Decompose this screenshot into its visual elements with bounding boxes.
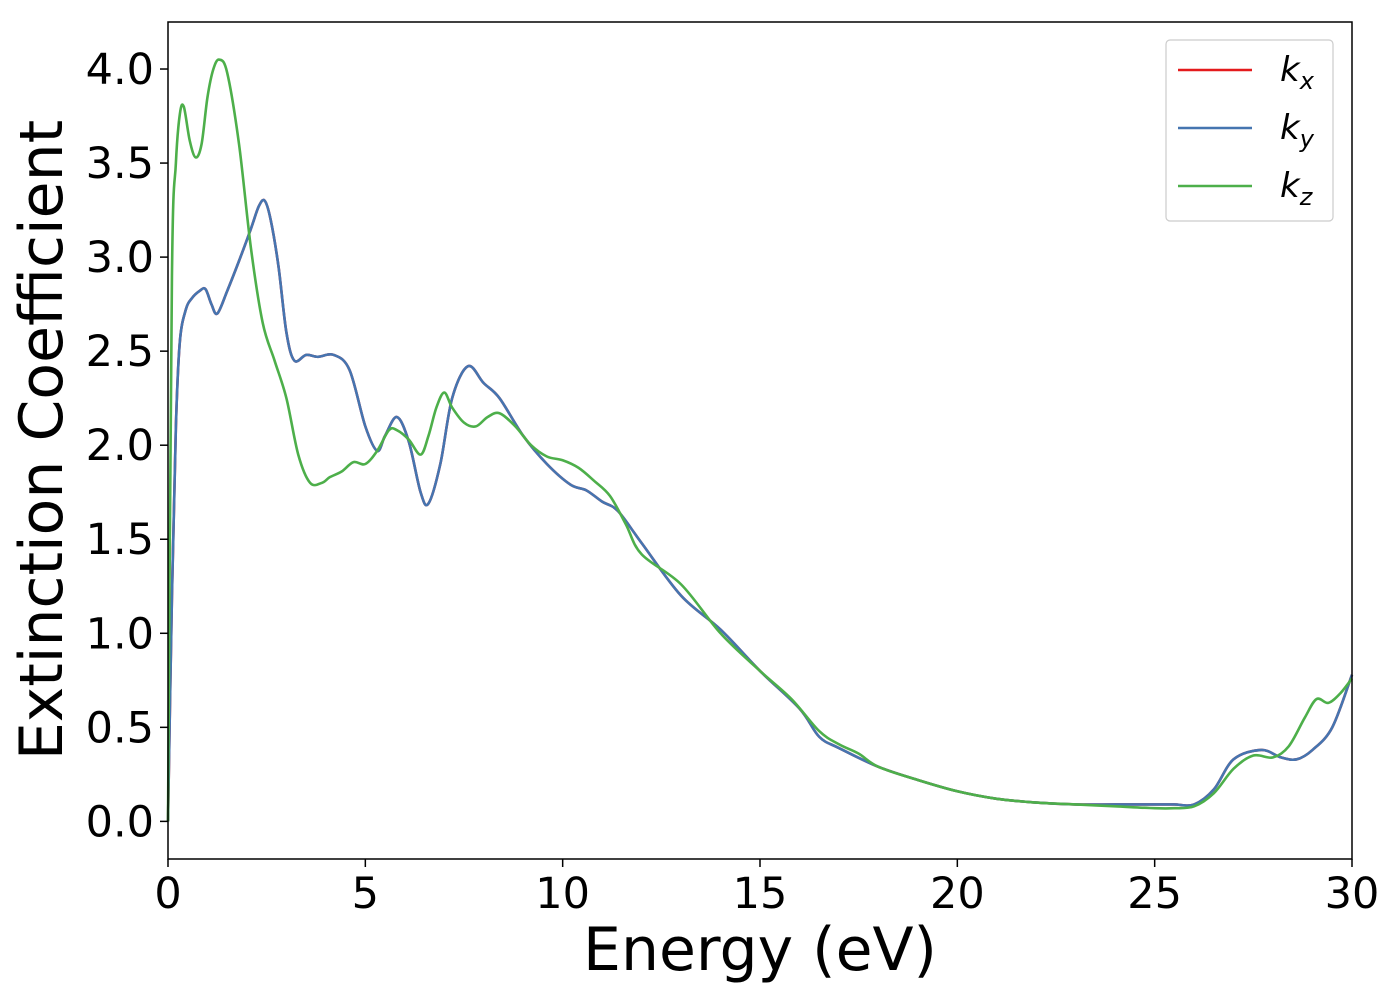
x-axis-label: Energy (eV) <box>583 915 937 985</box>
y-tick-label: 1.5 <box>86 515 154 565</box>
x-tick-label: 5 <box>352 869 379 919</box>
y-axis-ticks: 0.0 0.5 1.0 1.5 2.0 2.5 3.0 3.5 4.0 <box>86 45 168 847</box>
series-line-z <box>166 58 1354 822</box>
y-tick-label: 3.5 <box>86 139 154 189</box>
legend: kx ky kz <box>1165 39 1334 222</box>
y-tick-label: 1.0 <box>86 609 154 659</box>
series-layer <box>166 58 1354 822</box>
y-tick-label: 4.0 <box>86 45 154 95</box>
y-tick-label: 3.0 <box>86 233 154 283</box>
x-tick-label: 0 <box>154 869 181 919</box>
y-tick-label: 2.5 <box>86 327 154 377</box>
x-tick-label: 15 <box>733 869 788 919</box>
legend-label-x: kx <box>1280 50 1315 95</box>
x-axis-ticks: 0 5 10 15 20 25 30 <box>154 859 1379 919</box>
plot-area <box>168 22 1352 859</box>
x-tick-label: 20 <box>930 869 985 919</box>
legend-label-y: ky <box>1280 108 1315 153</box>
x-tick-label: 10 <box>535 869 590 919</box>
series-line-y <box>166 198 1354 822</box>
legend-label-z: kz <box>1280 166 1314 211</box>
legend-frame <box>1165 39 1334 222</box>
x-tick-label: 30 <box>1325 869 1380 919</box>
y-tick-label: 2.0 <box>86 421 154 471</box>
x-tick-label: 25 <box>1127 869 1182 919</box>
y-tick-label: 0.5 <box>86 703 154 753</box>
y-tick-label: 0.0 <box>86 797 154 847</box>
y-axis-label: Extinction Coefficient <box>7 120 77 760</box>
